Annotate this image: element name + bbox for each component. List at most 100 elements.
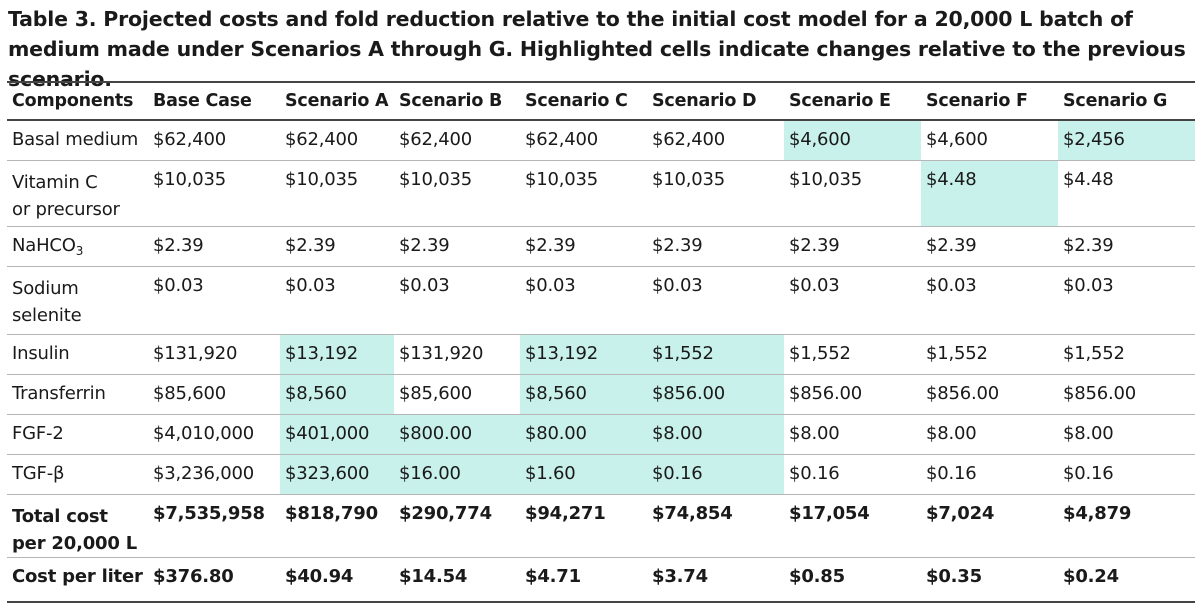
table-cell: $1,552	[789, 342, 851, 364]
header-scenario-c: Scenario C	[525, 91, 628, 111]
table-cell: $0.16	[1063, 462, 1114, 484]
table-cell: $13,192	[280, 334, 394, 374]
table-cell: $131,920	[399, 342, 484, 364]
row-label-line: per 20,000 L	[12, 532, 138, 554]
table-cell: $856.00	[789, 382, 863, 404]
table-cell: $4,010,000	[153, 422, 255, 444]
table-cell: $2.39	[652, 234, 703, 256]
table-row: NaHCO3 $2.39 $2.39 $2.39 $2.39 $2.39 $2.…	[7, 226, 1195, 266]
table-cell: $62,400	[652, 129, 726, 150]
table-cell: $4,879	[1063, 502, 1132, 524]
table-cell: $2.39	[399, 234, 450, 256]
header-scenario-e: Scenario E	[789, 91, 891, 111]
header-scenario-a: Scenario A	[285, 91, 389, 111]
table-cell: $0.03	[652, 274, 703, 296]
header-base-case: Base Case	[153, 91, 252, 111]
row-label: Cost per liter	[12, 565, 143, 587]
table-cell: $13,192	[520, 334, 647, 374]
table-cell: $4,600	[926, 129, 988, 150]
row-label-line: or precursor	[12, 198, 120, 220]
row-label: Vitamin C or precursor	[7, 160, 148, 226]
table-cell: $62,400	[525, 129, 599, 150]
row-label: Basal medium	[12, 129, 139, 150]
row-label: Total cost per 20,000 L	[7, 494, 148, 557]
table-cell: $4.71	[525, 565, 581, 587]
table-cell: $10,035	[789, 168, 863, 190]
table-cell: $856.00	[1063, 382, 1137, 404]
table-cell: $94,271	[525, 502, 606, 524]
table-cell: $1,552	[926, 342, 988, 364]
table-cell: $0.16	[789, 462, 840, 484]
header-scenario-f: Scenario F	[926, 91, 1028, 111]
table-cell: $14.54	[399, 565, 468, 587]
row-label-line: selenite	[12, 304, 82, 326]
table-cell: $8.00	[926, 422, 977, 444]
table-cell: $2.39	[926, 234, 977, 256]
table-cell: $10,035	[525, 168, 599, 190]
table-cell: $376.80	[153, 565, 234, 587]
table-cell: $856.00	[647, 374, 784, 414]
row-label: TGF-β	[12, 462, 65, 484]
table-cell: $2.39	[153, 234, 204, 256]
table-cell: $2,456	[1058, 120, 1195, 160]
row-label: FGF-2	[12, 422, 64, 444]
table-cell: $10,035	[285, 168, 359, 190]
header-row: Components Base Case Scenario A Scenario…	[7, 82, 1195, 120]
table-caption: Table 3. Projected costs and fold reduct…	[8, 7, 1186, 91]
table-row: TGF-β $3,236,000 $323,600 $16.00 $1.60 $…	[7, 454, 1195, 494]
table-cell: $3.74	[652, 565, 708, 587]
table-cell: $8.00	[647, 414, 784, 454]
table-cell: $0.35	[926, 565, 982, 587]
table-cell: $0.16	[926, 462, 977, 484]
table-cell: $7,535,958	[153, 502, 265, 524]
table-cell: $8.00	[789, 422, 840, 444]
table-cell: $80.00	[520, 414, 647, 454]
table-row: Insulin $131,920 $13,192 $131,920 $13,19…	[7, 334, 1195, 374]
row-label-text: NaHCO	[12, 234, 76, 256]
table-cell: $2.39	[1063, 234, 1114, 256]
table-cell: $74,854	[652, 502, 733, 524]
table-row-total: Total cost per 20,000 L $7,535,958 $818,7…	[7, 494, 1195, 557]
table-cell: $0.16	[647, 454, 784, 494]
table-cell: $2.39	[525, 234, 576, 256]
table-cell: $0.03	[1063, 274, 1114, 296]
table-cell: $4.48	[921, 160, 1058, 226]
table-cell: $0.24	[1063, 565, 1119, 587]
table-row: Sodium selenite $0.03 $0.03 $0.03 $0.03 $…	[7, 266, 1195, 334]
cost-table: Components Base Case Scenario A Scenario…	[7, 81, 1195, 603]
table-cell: $800.00	[394, 414, 520, 454]
table-cell: $8,560	[280, 374, 394, 414]
table-cell: $0.03	[789, 274, 840, 296]
header-scenario-b: Scenario B	[399, 91, 503, 111]
table-cell: $0.03	[153, 274, 204, 296]
table-cell: $818,790	[285, 502, 378, 524]
row-label: NaHCO3	[7, 226, 148, 266]
table-row: Transferrin $85,600 $8,560 $85,600 $8,56…	[7, 374, 1195, 414]
header-scenario-d: Scenario D	[652, 91, 757, 111]
row-label: Sodium selenite	[7, 266, 148, 334]
table-cell: $4,600	[784, 120, 921, 160]
table-cell: $2.39	[789, 234, 840, 256]
table-cell: $62,400	[285, 129, 359, 150]
row-label-line: Sodium	[12, 277, 79, 299]
table-cell: $290,774	[399, 502, 492, 524]
table-cell: $62,400	[399, 129, 473, 150]
table-cell: $0.03	[525, 274, 576, 296]
table-cell: $2.39	[285, 234, 336, 256]
table-cell: $62,400	[153, 129, 227, 150]
table-cell: $8,560	[520, 374, 647, 414]
table-cell: $4.48	[1063, 168, 1114, 190]
table-cell: $1,552	[1063, 342, 1125, 364]
row-label-subscript: 3	[75, 243, 84, 258]
table-cell: $0.03	[926, 274, 977, 296]
table-cell: $323,600	[280, 454, 394, 494]
table-cell: $0.03	[399, 274, 450, 296]
table-row: Vitamin C or precursor $10,035 $10,035 $1…	[7, 160, 1195, 226]
row-label: Insulin	[12, 342, 70, 364]
table-cell: $401,000	[280, 414, 394, 454]
table-row: Basal medium $62,400 $62,400 $62,400 $62…	[7, 120, 1195, 160]
table-cell: $3,236,000	[153, 462, 255, 484]
table-cell: $40.94	[285, 565, 354, 587]
table-cell: $1,552	[647, 334, 784, 374]
table-cell: $10,035	[153, 168, 227, 190]
